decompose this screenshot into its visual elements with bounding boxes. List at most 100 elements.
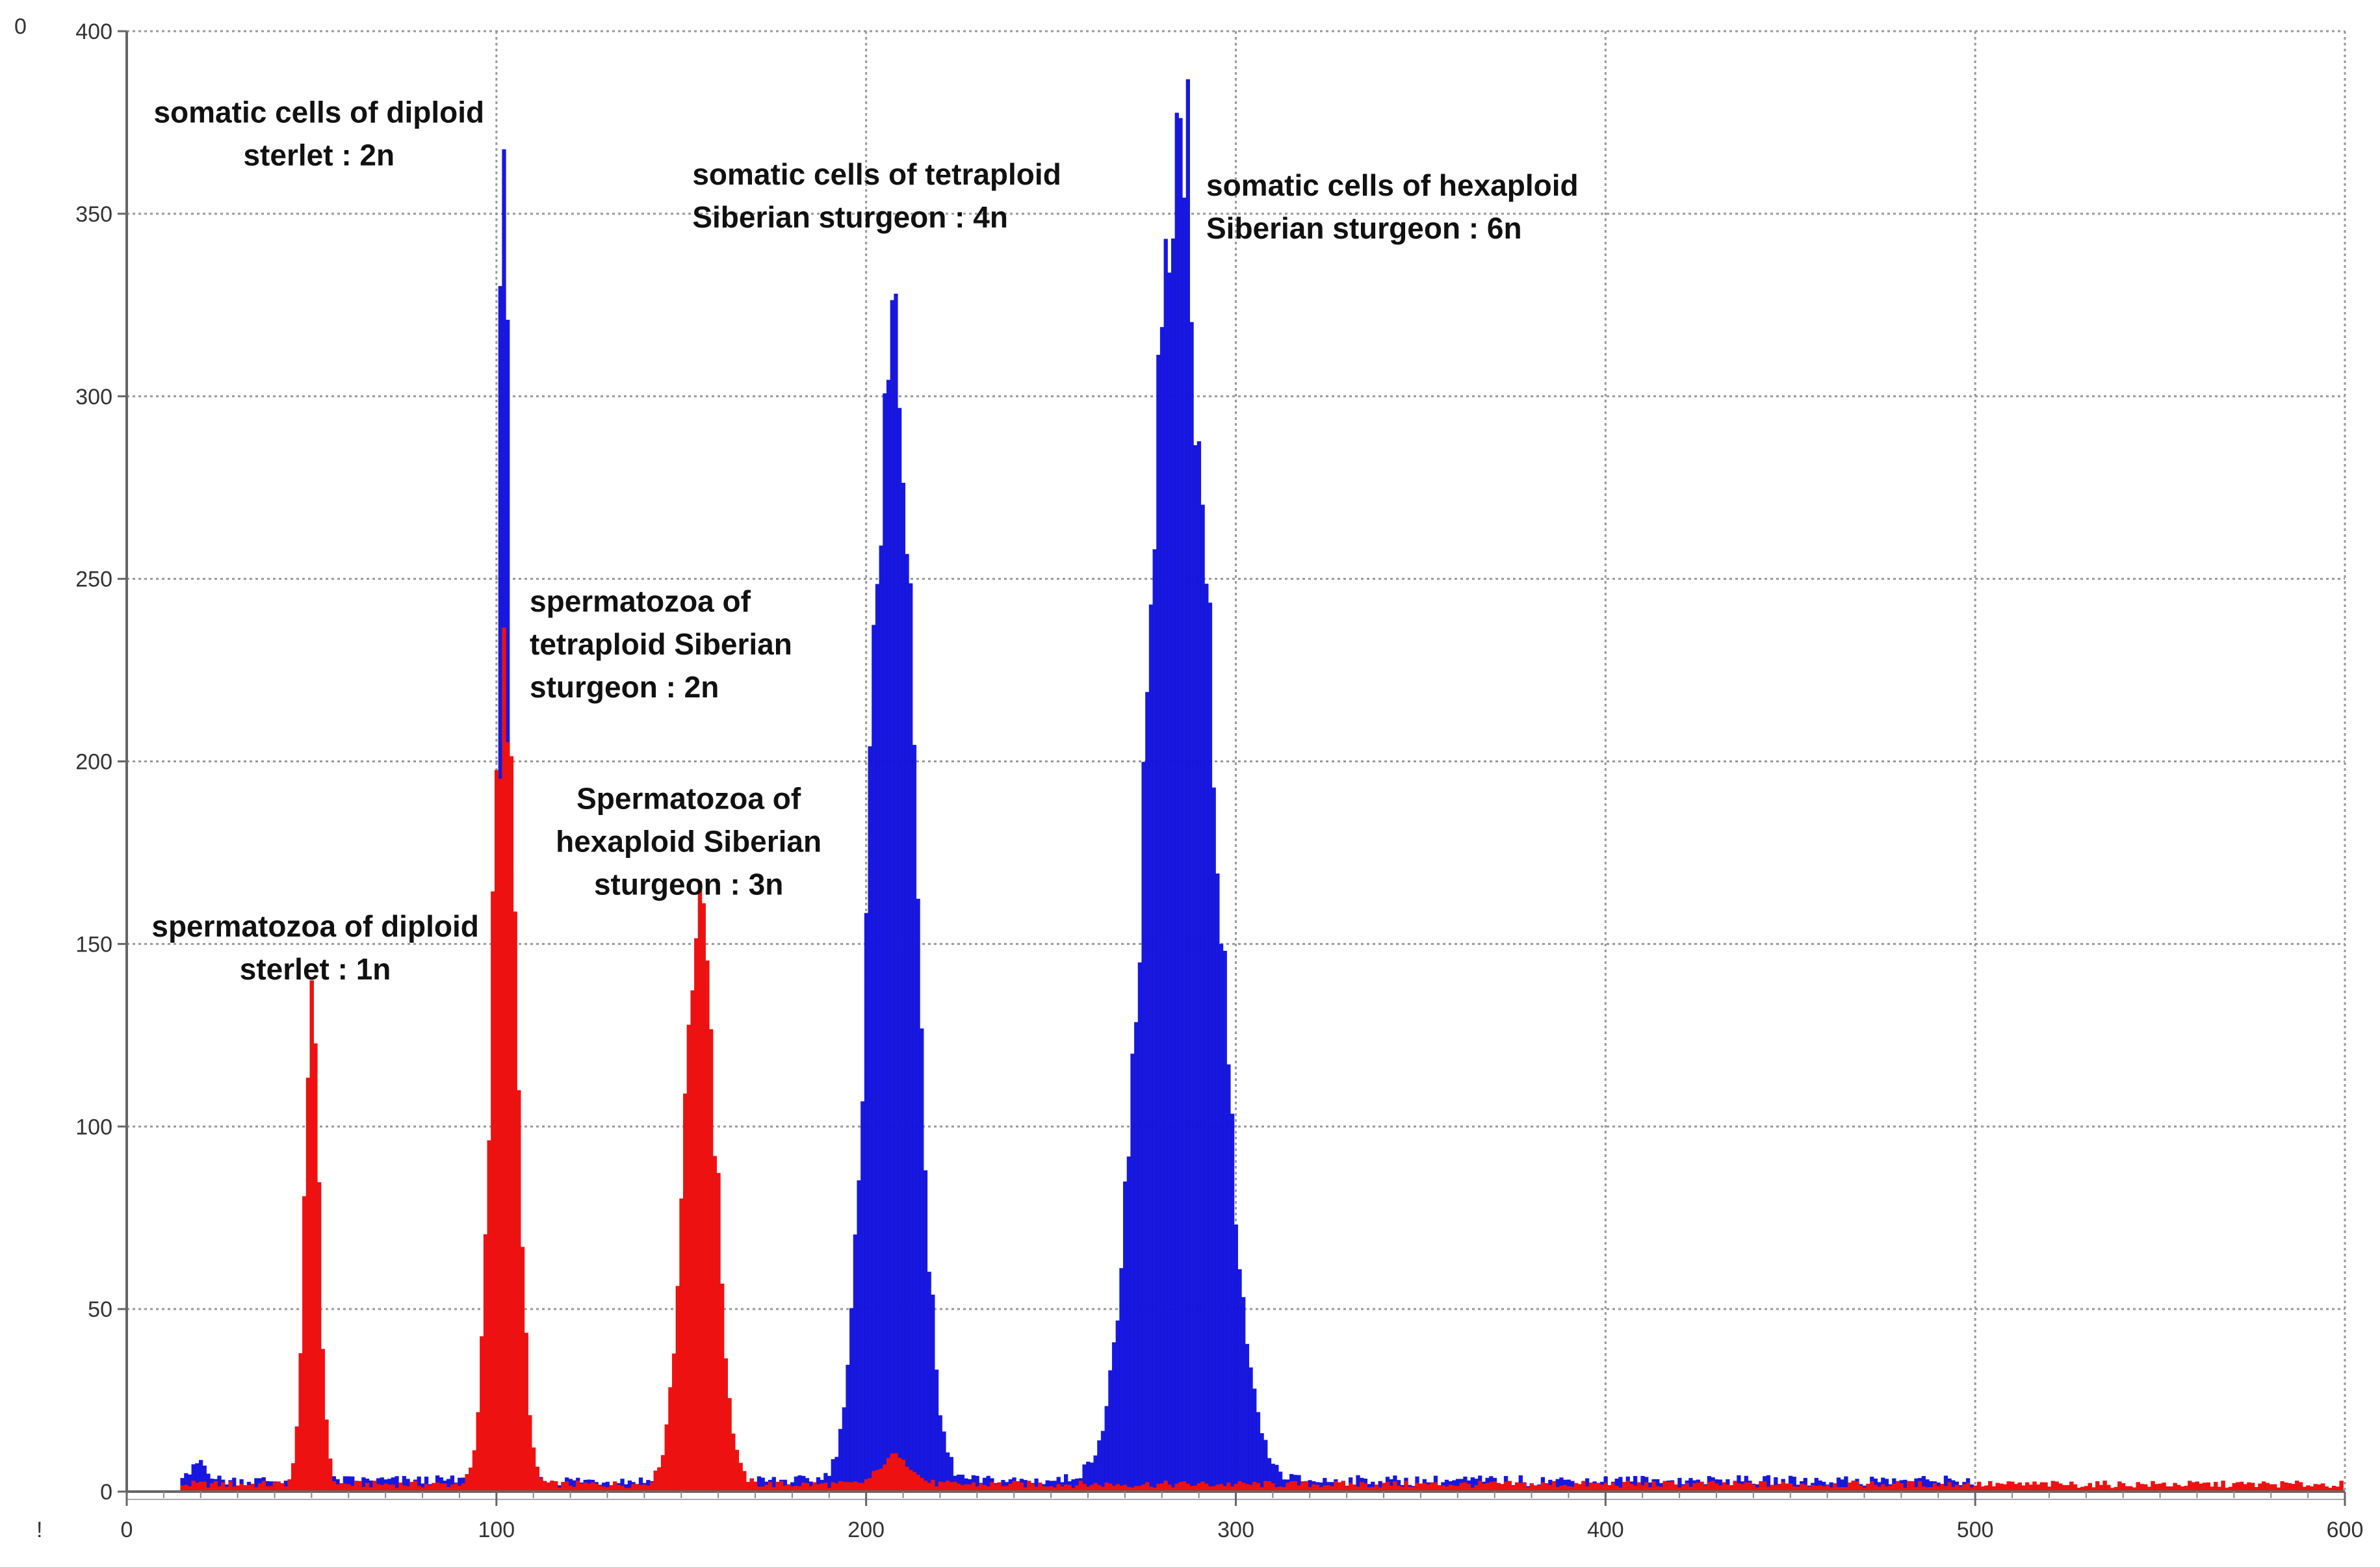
histogram-bar — [187, 1474, 192, 1492]
histogram-bar — [601, 1486, 606, 1492]
histogram-bar — [986, 1486, 990, 1492]
histogram-bar — [760, 1477, 765, 1492]
histogram-bar — [361, 1477, 366, 1492]
histogram-bar — [461, 1483, 466, 1492]
histogram-bar — [435, 1482, 440, 1492]
histogram-bar — [1134, 1486, 1139, 1492]
x-tick-label: 400 — [1587, 1518, 1624, 1542]
histogram-bar — [627, 1480, 632, 1492]
histogram-bar — [1570, 1486, 1575, 1492]
histogram-bar — [450, 1484, 455, 1492]
histogram-bar — [1884, 1486, 1889, 1492]
histogram-bar — [2247, 1482, 2251, 1492]
histogram-bar — [357, 1481, 362, 1492]
histogram-bar — [716, 1172, 721, 1492]
histogram-bar — [2121, 1483, 2126, 1492]
histogram-bar — [583, 1483, 588, 1492]
histogram-bar — [749, 1478, 754, 1492]
histogram-bar — [1722, 1482, 1726, 1492]
histogram-bar — [1685, 1483, 1689, 1492]
histogram-bar — [731, 1433, 736, 1492]
histogram-bar — [513, 911, 517, 1492]
histogram-bar — [1759, 1481, 1763, 1492]
histogram-bar — [2147, 1486, 2151, 1492]
histogram-bar — [2202, 1483, 2207, 1492]
histogram-bar — [2306, 1485, 2310, 1492]
histogram-bar — [1052, 1487, 1057, 1492]
histogram-bar — [2169, 1486, 2174, 1492]
histogram-bar — [2273, 1484, 2277, 1492]
histogram-bar — [831, 1459, 835, 1492]
histogram-bar — [923, 1170, 928, 1492]
histogram-bar — [1633, 1485, 1638, 1492]
histogram-bar — [2280, 1481, 2284, 1492]
histogram-bar — [1455, 1486, 1460, 1492]
histogram-bar — [2036, 1484, 2041, 1492]
histogram-bar — [1115, 1484, 1120, 1492]
histogram-bar — [228, 1481, 233, 1492]
histogram-bar — [1592, 1483, 1597, 1492]
histogram-bar — [831, 1482, 835, 1492]
histogram-bar — [291, 1463, 296, 1492]
histogram-bar — [2206, 1482, 2210, 1492]
histogram-bar — [1489, 1481, 1494, 1492]
histogram-bar — [417, 1486, 421, 1492]
histogram-bar — [391, 1484, 396, 1492]
y-tick-label: 350 — [75, 202, 112, 227]
histogram-bar — [1396, 1485, 1401, 1492]
histogram-bar — [1847, 1483, 1852, 1492]
histogram-bar — [1729, 1485, 1734, 1492]
histogram-bar — [1814, 1477, 1819, 1492]
histogram-bar — [1559, 1485, 1564, 1492]
histogram-bar — [1577, 1484, 1582, 1492]
histogram-bar — [491, 891, 495, 1492]
histogram-bar — [1389, 1485, 1393, 1492]
histogram-bar — [1492, 1481, 1497, 1492]
histogram-bar — [1562, 1484, 1568, 1492]
annotation-1: somatic cells of diploid sterlet : 2n — [153, 95, 484, 172]
histogram-bar — [1363, 1483, 1368, 1492]
histogram-bar — [180, 1478, 185, 1492]
histogram-bar — [1503, 1481, 1508, 1492]
histogram-bar — [2265, 1483, 2270, 1492]
histogram-bar — [2228, 1486, 2233, 1492]
histogram-bar — [520, 1247, 525, 1492]
histogram-bar — [1670, 1481, 1675, 1492]
histogram-bar — [642, 1484, 647, 1492]
histogram-bar — [417, 1476, 421, 1492]
histogram-bar — [920, 1478, 924, 1492]
histogram-bar — [1648, 1487, 1653, 1492]
histogram-bar — [894, 1453, 898, 1492]
histogram-bar — [1174, 112, 1179, 1492]
histogram-bar — [849, 1482, 854, 1492]
histogram-bar — [1651, 1481, 1656, 1492]
histogram-bar — [1954, 1484, 1960, 1492]
histogram-bar — [1115, 1320, 1120, 1492]
histogram-bar — [254, 1487, 259, 1492]
histogram-bar — [395, 1476, 399, 1492]
histogram-bar — [1415, 1483, 1419, 1492]
histogram-bar — [1393, 1481, 1397, 1492]
histogram-bar — [1766, 1475, 1771, 1492]
histogram-bar — [1873, 1484, 1878, 1492]
histogram-bar — [860, 1101, 865, 1492]
histogram-bar — [2214, 1482, 2218, 1492]
histogram-bar — [535, 1466, 539, 1492]
histogram-bar — [668, 1387, 673, 1492]
histogram-bar — [1148, 1486, 1154, 1492]
histogram-bar — [1119, 1485, 1124, 1492]
histogram-bar — [931, 1294, 935, 1492]
histogram-bar — [2309, 1486, 2314, 1492]
histogram-bar — [2154, 1484, 2159, 1492]
histogram-bar — [1914, 1478, 1919, 1492]
histogram-bar — [565, 1481, 569, 1492]
histogram-bar — [960, 1474, 965, 1492]
histogram-bar — [1906, 1481, 1911, 1492]
histogram-bar — [191, 1481, 196, 1492]
histogram-bar — [1844, 1476, 1848, 1492]
histogram-bar — [2298, 1482, 2303, 1492]
histogram-bar — [1159, 1483, 1165, 1492]
histogram-bar — [391, 1477, 396, 1492]
histogram-bar — [180, 1485, 185, 1492]
histogram-bar — [1334, 1481, 1338, 1492]
